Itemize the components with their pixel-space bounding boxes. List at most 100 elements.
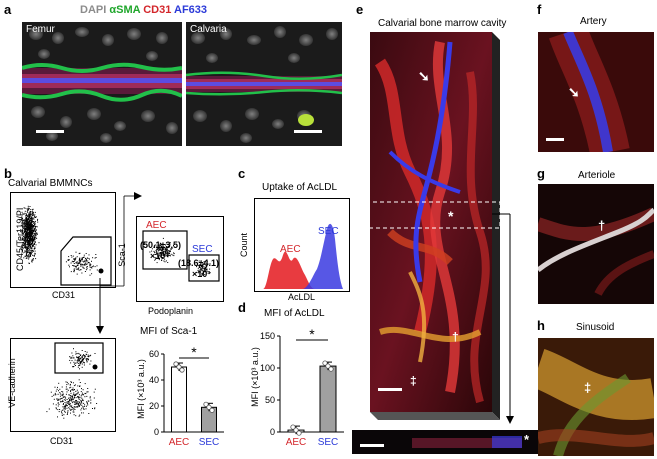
sca1-bar-chart: 0 20 40 60 AEC SEC *: [149, 344, 224, 448]
artery-arrow: ➘: [418, 68, 430, 84]
y-tick-label: 50: [265, 395, 275, 405]
ddagger-marker: ‡: [584, 380, 592, 395]
femur-image: [22, 27, 182, 143]
x-category-label: SEC: [199, 437, 220, 448]
replicate-point: [322, 360, 328, 366]
panel-label-b: b: [4, 166, 12, 181]
femur-label: Femur: [26, 24, 55, 35]
panel-d-title: MFI of AcLDL: [264, 308, 325, 319]
aec-mfi-unit: ×10³: [150, 251, 169, 261]
replicate-point: [328, 366, 334, 372]
significance-star: *: [309, 326, 315, 342]
legend-cd31: CD31: [143, 4, 172, 16]
replicate-point: [293, 427, 299, 433]
sca1-chart-title: MFI of Sca-1: [140, 326, 198, 337]
replicate-point: [173, 361, 179, 367]
femur-micrograph: Femur: [22, 22, 182, 146]
artery-image: [538, 32, 654, 152]
arteriole-micrograph: †: [538, 184, 654, 304]
histogram-xlabel: AcLDL: [288, 292, 316, 302]
ddagger-marker: ‡: [410, 374, 417, 388]
scale-bar: [546, 138, 564, 141]
panel-label-e: e: [356, 2, 364, 17]
replicate-point: [325, 363, 331, 369]
y-tick-label: 0: [270, 427, 275, 437]
replicate-point: [209, 407, 215, 413]
flow-plot-cd45-cd31: [10, 192, 116, 288]
panel-label-g: g: [537, 166, 545, 181]
scale-bar: [378, 388, 402, 391]
x-category-label: AEC: [169, 437, 190, 448]
panel-e-title: Calvarial bone marrow cavity: [378, 18, 507, 29]
panel-b-title: Calvarial BMMNCs: [8, 178, 93, 189]
panel-c-title: Uptake of AcLDL: [262, 182, 338, 193]
replicate-point: [206, 404, 212, 410]
sec-mfi-unit: ×10³: [192, 269, 211, 279]
section-arrow: [492, 213, 514, 424]
y-tick-label: 0: [154, 427, 159, 437]
dagger-marker: †: [452, 330, 459, 344]
scatter-points: [46, 348, 98, 419]
bar-sec: [319, 365, 337, 433]
gate-rectangle: [54, 342, 104, 374]
aec-mfi-value: (50.1±3.5): [140, 240, 181, 250]
legend-asma: αSMA: [109, 4, 141, 16]
gating-arrows: [96, 192, 142, 334]
histogram-ylabel: Count: [239, 232, 250, 258]
x-category-label: AEC: [286, 437, 307, 448]
scale-bar: [360, 444, 384, 447]
scatter-points: [149, 237, 211, 276]
sinusoid-image: [538, 338, 654, 456]
sec-curve-label: SEC: [318, 226, 339, 237]
replicate-point: [296, 430, 302, 436]
acldl-bar-chart: 0 50 100 150 AEC SEC *: [260, 326, 344, 448]
scatter-points: [19, 205, 98, 276]
volume-render: [365, 32, 501, 420]
histogram-curves: [263, 223, 343, 289]
plot3-xlabel: Podoplanin: [148, 306, 194, 316]
cross-section-strip: *: [352, 430, 538, 454]
sinusoid-micrograph: ‡: [538, 338, 654, 456]
channel-legend: DAPI αSMA CD31 AF633: [80, 4, 207, 16]
y-tick-label: 60: [149, 349, 159, 359]
replicate-point: [290, 424, 296, 430]
sec-mfi-value: (18.6±4.1): [178, 258, 219, 268]
panel-h-title: Sinusoid: [576, 322, 615, 333]
sec-gate-label: SEC: [192, 244, 213, 255]
panel-f-title: Artery: [580, 16, 607, 27]
scale-bar: [36, 130, 64, 133]
legend-af633: AF633: [174, 4, 208, 16]
plot2-xlabel: CD31: [50, 436, 74, 446]
panel-label-a: a: [4, 2, 12, 17]
panel-g-title: Arteriole: [578, 170, 616, 181]
artery-micrograph: ➘: [538, 32, 654, 152]
star-marker: *: [448, 208, 454, 224]
x-category-label: SEC: [318, 437, 339, 448]
plot2-ylabel: VE-cadherin: [7, 358, 17, 408]
star-marker: *: [524, 432, 530, 447]
gates: [142, 230, 220, 282]
significance-star: *: [191, 344, 197, 360]
gate-polygon: [60, 236, 112, 286]
legend-dapi: DAPI: [80, 4, 107, 16]
panel-label-f: f: [537, 2, 542, 17]
panel-label-h: h: [537, 318, 545, 333]
calvaria-image: [186, 26, 342, 143]
y-tick-label: 20: [149, 401, 159, 411]
panel-label-d: d: [238, 300, 246, 315]
arteriole-image: [538, 207, 654, 296]
cross-section-image: [412, 436, 522, 448]
calvaria-label: Calvaria: [190, 24, 227, 35]
y-tick-label: 150: [260, 331, 275, 341]
bar-aec: [171, 366, 187, 433]
replicate-point: [203, 401, 209, 407]
plot1-xlabel: CD31: [52, 290, 76, 300]
replicate-point: [176, 364, 182, 370]
scale-bar: [294, 130, 322, 133]
y-tick-label: 40: [149, 375, 159, 385]
dagger-marker: †: [598, 218, 606, 233]
flow-plot-sca1-podoplanin: [136, 216, 224, 302]
artery-arrow: ➘: [568, 84, 580, 100]
acldl-histogram: [254, 198, 350, 292]
flow-plot-vecadherin-cd31: [10, 338, 116, 432]
